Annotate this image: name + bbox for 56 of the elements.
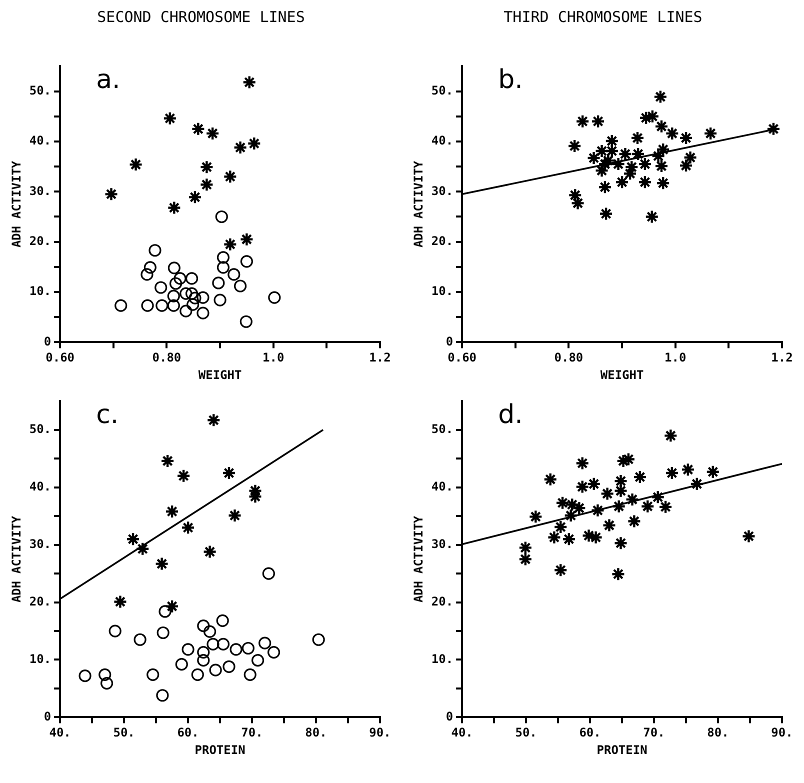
annotation: d. (498, 400, 523, 430)
annotation: a. (96, 64, 120, 95)
x-tick-label: 0.60 (448, 350, 477, 365)
x-tick-label: 60. (579, 726, 601, 740)
y-tick-label: 40. (431, 134, 454, 148)
chart-title: THIRD CHROMOSOME LINES (502, 7, 704, 28)
y-tick-label: 50. (29, 83, 52, 98)
y-tick-label: 20. (29, 234, 52, 248)
y-tick-label: 10. (29, 652, 52, 666)
y-tick-label: 30. (29, 184, 52, 198)
y-tick-label: 50. (29, 422, 52, 436)
x-tick-label: 80. (305, 726, 327, 740)
x-tick-label: 0.60 (46, 350, 75, 365)
y-axis-title: ADH ACTIVITY (9, 515, 24, 603)
x-axis-title: PROTEIN (194, 742, 246, 757)
y-tick-label: 0 (446, 709, 454, 724)
y-tick-label: 30. (29, 536, 52, 551)
y-axis-title: ADH ACTIVITY (411, 515, 426, 603)
y-tick-label: 0 (446, 334, 454, 348)
x-tick-label: 60. (177, 726, 199, 740)
y-tick-label: 30. (431, 536, 454, 551)
y-tick-label: 50. (431, 422, 454, 436)
x-tick-label: 90. (771, 726, 793, 740)
x-tick-label: 50. (515, 726, 537, 740)
annotation: c. (96, 400, 119, 430)
x-axis-title: PROTEIN (596, 742, 648, 757)
chart-title: SECOND CHROMOSOME LINES (96, 7, 306, 28)
y-tick-label: 50. (431, 83, 454, 98)
x-tick-label: 0.80 (152, 350, 182, 365)
y-tick-label: 30. (431, 184, 454, 198)
x-tick-label: 1.2 (369, 350, 391, 365)
x-axis-title: WEIGHT (600, 368, 644, 382)
x-tick-label: 50. (113, 726, 135, 740)
y-tick-label: 10. (431, 284, 454, 298)
y-tick-label: 40. (29, 480, 52, 494)
x-tick-label: 70. (643, 726, 665, 740)
y-tick-label: 0 (44, 334, 52, 348)
y-tick-label: 20. (431, 594, 454, 608)
x-tick-label: 80. (707, 726, 729, 740)
y-tick-label: 40. (431, 480, 454, 494)
y-tick-label: 10. (431, 652, 454, 666)
x-axis-title: WEIGHT (198, 368, 242, 382)
y-axis-title: ADH ACTIVITY (9, 160, 24, 248)
x-tick-label: 1.2 (771, 350, 793, 365)
x-tick-label: 1.0 (262, 350, 284, 365)
y-tick-label: 20. (29, 594, 52, 608)
x-tick-label: 1.0 (664, 350, 686, 365)
y-tick-label: 0 (44, 709, 52, 724)
y-tick-label: 20. (431, 234, 454, 248)
y-tick-label: 40. (29, 134, 52, 148)
annotation: b. (498, 64, 523, 95)
x-tick-label: 70. (241, 726, 263, 740)
y-tick-label: 10. (29, 284, 52, 298)
x-tick-label: 90. (369, 726, 391, 740)
y-axis-title: ADH ACTIVITY (411, 160, 426, 248)
x-tick-label: 0.80 (554, 350, 584, 365)
